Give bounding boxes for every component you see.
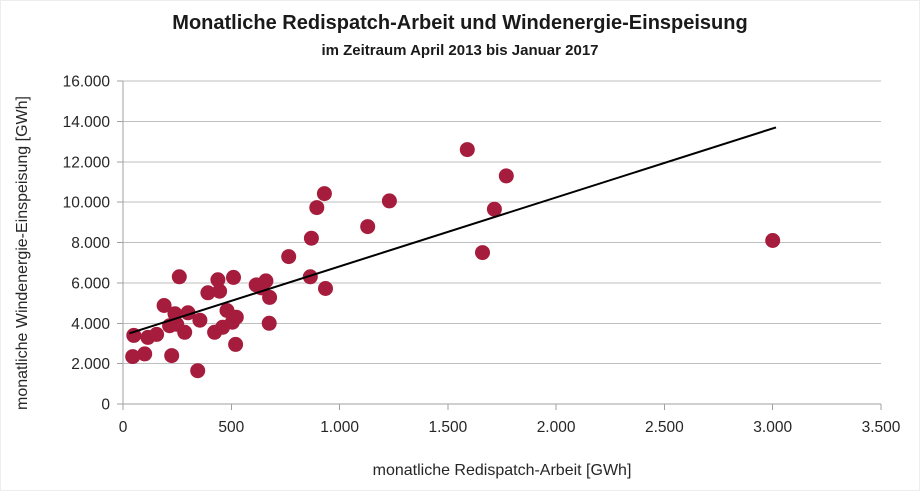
data-point (177, 324, 193, 340)
y-tick-label: 6.000 (71, 275, 110, 292)
data-point (765, 233, 781, 248)
x-tick-label: 500 (218, 419, 244, 436)
y-tick-label: 10.000 (63, 195, 111, 212)
data-point (262, 289, 278, 305)
data-point (381, 193, 397, 209)
data-point (200, 285, 216, 301)
data-point (486, 201, 502, 217)
data-point (360, 219, 376, 235)
data-point (192, 312, 208, 328)
data-point (228, 309, 244, 325)
data-point (316, 186, 332, 202)
x-axis-title: monatliche Redispatch-Arbeit [GWh] (372, 462, 632, 479)
y-tick-label: 8.000 (71, 235, 110, 252)
data-point (190, 363, 206, 379)
y-tick-label: 4.000 (71, 316, 110, 333)
data-point (475, 245, 490, 261)
data-point (228, 336, 244, 352)
data-point (302, 269, 318, 285)
y-tick-label: 14.000 (63, 114, 111, 131)
trendline (129, 126, 777, 335)
data-point (303, 230, 319, 246)
x-tick-label: 3.500 (862, 419, 901, 436)
data-point (171, 269, 187, 285)
data-point (498, 168, 514, 184)
y-tick-label: 16.000 (63, 74, 111, 91)
y-tick-label: 2.000 (71, 356, 110, 373)
x-tick-label: 3.000 (753, 419, 792, 436)
data-point (137, 346, 153, 362)
data-point (156, 298, 172, 313)
chart-title: Monatliche Redispatch-Arbeit und Windene… (172, 12, 748, 34)
x-tick-label: 2.500 (645, 419, 684, 436)
data-point (164, 348, 180, 364)
x-tick-label: 1.500 (429, 419, 468, 436)
chart-subtitle: im Zeitraum April 2013 bis Januar 2017 (321, 42, 599, 59)
x-tick-label: 2.000 (537, 419, 576, 436)
data-point (125, 349, 141, 365)
y-tick-label: 0 (101, 397, 110, 414)
data-point (212, 283, 228, 299)
data-point (149, 326, 165, 342)
x-tick-label: 1.000 (320, 419, 359, 436)
x-tick-label: 0 (119, 419, 128, 436)
data-point (281, 249, 297, 265)
data-point (258, 273, 274, 289)
data-point (261, 315, 277, 331)
data-point (210, 272, 226, 288)
y-axis-title: monatliche Windenergie-Einspeisung [GWh] (14, 96, 31, 410)
data-point (459, 142, 475, 158)
y-tick-label: 12.000 (63, 154, 111, 171)
data-point (309, 200, 325, 216)
data-point (318, 281, 333, 296)
data-point (226, 269, 241, 285)
